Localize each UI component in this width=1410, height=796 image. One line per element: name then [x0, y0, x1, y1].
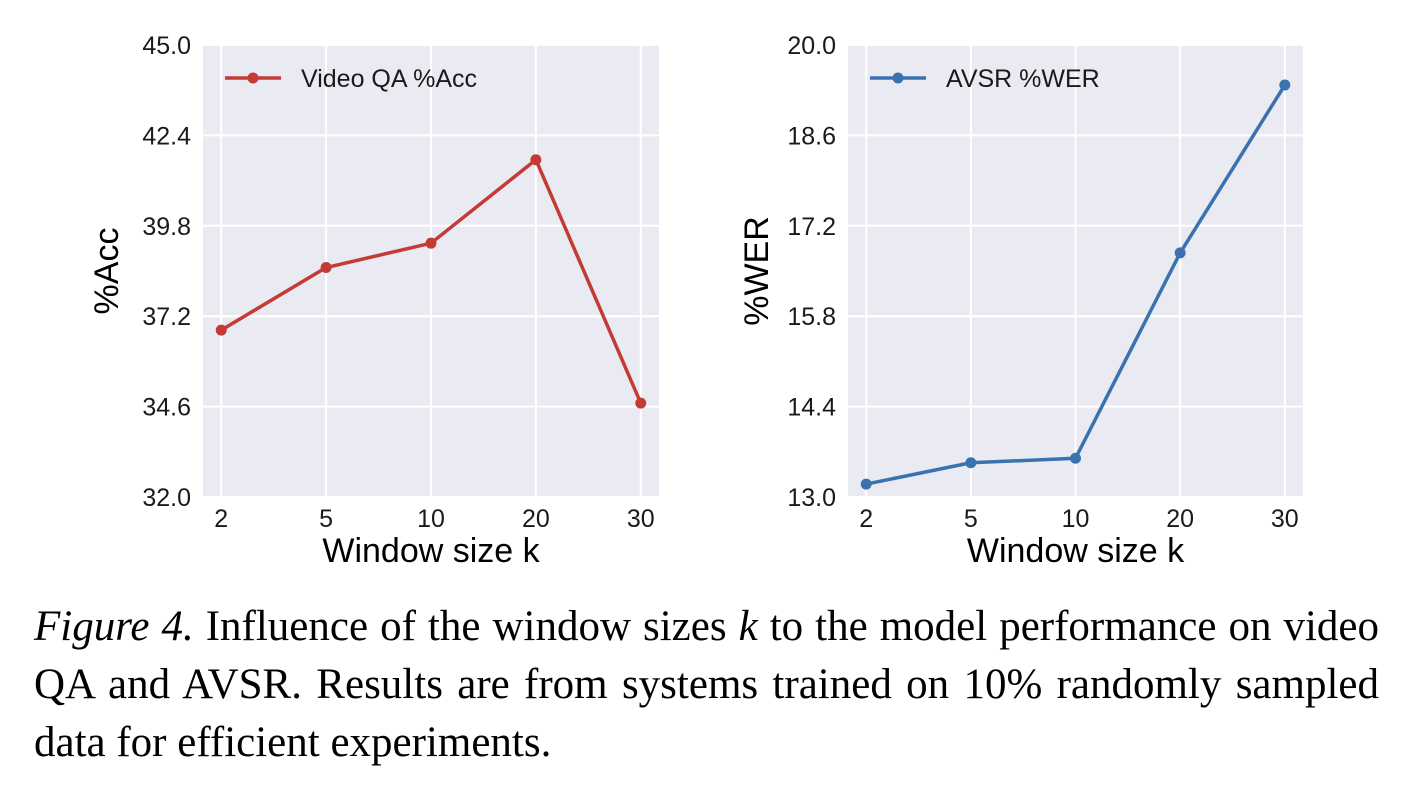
legend-label: AVSR %WER: [946, 65, 1100, 93]
data-point: [635, 397, 647, 409]
data-point: [425, 237, 437, 249]
x-axis-label: Window size k: [967, 532, 1185, 570]
legend-marker: [892, 72, 904, 84]
x-tick-label: 10: [1062, 505, 1090, 533]
data-point: [1174, 247, 1186, 259]
caption-text-before-k: Influence of the window sizes: [205, 603, 727, 650]
y-tick-label: 15.8: [787, 303, 836, 331]
data-point: [860, 478, 872, 490]
data-point: [1279, 79, 1291, 91]
x-tick-label: 30: [1271, 505, 1299, 533]
data-point: [530, 154, 542, 166]
x-axis-label: Window size k: [322, 532, 540, 570]
y-tick-label: 17.2: [787, 213, 836, 241]
y-axis-label: %WER: [738, 216, 776, 326]
x-tick-label: 20: [522, 505, 550, 533]
x-tick-label: 5: [319, 505, 333, 533]
y-tick-label: 32.0: [142, 484, 191, 512]
data-point: [1070, 452, 1081, 464]
chart-video-qa-accuracy: 32.0 34.6 37.2 39.8 42.4 45.0 2 5 10 20 30 Video QA…: [88, 32, 659, 570]
y-tick-label: 34.6: [142, 394, 191, 422]
data-point: [215, 324, 227, 336]
x-tick-label: 20: [1166, 505, 1194, 533]
y-tick-label: 14.4: [787, 394, 836, 422]
x-tick-label: 30: [627, 505, 655, 533]
figure-caption: Figure 4. Influence of the window sizes …: [34, 598, 1379, 772]
chart-avsr-wer: 13.0 14.4 15.8 17.2 18.6 20.0 2 5 10 20 30 AVSR %WE…: [738, 32, 1303, 570]
y-tick-label: 39.8: [142, 213, 191, 241]
legend-label: Video QA %Acc: [301, 65, 477, 93]
caption-figure-label: Figure 4.: [34, 603, 194, 650]
x-tick-label: 2: [859, 505, 873, 533]
y-tick-label: 42.4: [142, 122, 191, 150]
caption-math-k: k: [738, 603, 758, 650]
legend-marker: [247, 72, 259, 84]
x-tick-label: 5: [964, 505, 978, 533]
data-point: [965, 457, 977, 469]
y-tick-label: 13.0: [787, 484, 836, 512]
x-tick-label: 10: [417, 505, 445, 533]
y-tick-label: 45.0: [142, 32, 191, 60]
figure: 32.0 34.6 37.2 39.8 42.4 45.0 2 5 10 20 30 Video QA…: [88, 32, 1303, 570]
y-tick-label: 20.0: [787, 32, 836, 60]
x-tick-label: 2: [214, 505, 228, 533]
y-tick-label: 18.6: [787, 122, 836, 150]
caption-text-after-k: to the model performance on video QA and…: [34, 603, 1380, 766]
data-point: [320, 262, 332, 274]
y-axis-label: %Acc: [88, 228, 126, 315]
y-tick-label: 37.2: [142, 303, 191, 331]
